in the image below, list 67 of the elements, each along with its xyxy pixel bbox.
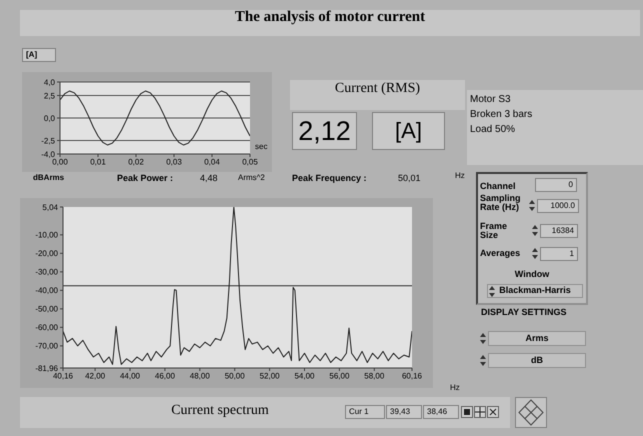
x-tick-label: 40,16 — [52, 372, 74, 381]
x-tick-label: 0,01 — [90, 158, 106, 167]
text: Averages — [480, 248, 520, 258]
text: 16384 — [540, 224, 578, 238]
text: Load 50% — [470, 124, 516, 136]
text: Arms^2 — [238, 173, 265, 182]
y-tick-label: -50,00 — [35, 304, 59, 314]
y-tick-label: 4,0 — [44, 78, 56, 87]
text: Hz — [455, 171, 465, 180]
y-tick-label: 2,5 — [44, 91, 56, 100]
x-tick-label: 46,00 — [154, 372, 176, 381]
text: 1000.0 — [537, 199, 579, 213]
text: Window — [514, 269, 550, 280]
x-tick-label: 54,00 — [294, 372, 316, 381]
x-tick-label: 0,02 — [128, 158, 144, 167]
text: Broken 3 bars — [470, 109, 532, 120]
text: Sampling Rate (Hz) — [480, 193, 522, 213]
text: Peak Power : — [117, 173, 174, 184]
y-tick-label: -40,00 — [35, 286, 59, 296]
text: 1 — [540, 247, 578, 261]
y-axis-title: dBArms — [33, 173, 64, 182]
text: 50,01 — [398, 173, 421, 184]
text: 4,48 — [200, 173, 218, 184]
y-tick-label: -70,00 — [35, 342, 59, 351]
text: 0 — [535, 178, 577, 192]
y-tick-label: 5,04 — [42, 202, 59, 212]
text: DISPLAY SETTINGS — [481, 307, 567, 318]
x-tick-label: 58,00 — [364, 372, 385, 381]
x-tick-label: 0,04 — [204, 158, 220, 167]
y-axis-title: [A] — [22, 48, 56, 62]
x-tick-label: 0,05 — [242, 158, 258, 167]
text: Current spectrum — [170, 403, 270, 420]
y-tick-label: -4,0 — [41, 150, 56, 159]
x-tick-label: 44,00 — [120, 372, 141, 381]
x-axis-title: Hz — [450, 383, 460, 392]
x-tick-label: 0,00 — [52, 158, 68, 167]
y-tick-label: -30,00 — [35, 268, 59, 277]
line-series — [63, 207, 412, 365]
text: 39,43 — [386, 405, 422, 419]
text: Cur 1 — [345, 405, 385, 419]
x-tick-label: 0,03 — [166, 158, 182, 167]
text: Channel — [480, 181, 516, 192]
text: Frame Size — [480, 221, 508, 241]
x-tick-label: 60,16 — [402, 372, 423, 381]
x-axis-title: sec — [255, 142, 268, 152]
x-tick-label: 52,00 — [260, 372, 280, 381]
x-tick-label: 50,00 — [224, 372, 246, 381]
y-tick-label: -20,00 — [35, 249, 59, 258]
line-series — [60, 90, 250, 146]
text: Peak Frequency : — [292, 173, 367, 184]
x-tick-label: 56,00 — [329, 372, 350, 381]
y-tick-label: -10,00 — [35, 230, 59, 240]
text: 2,12 — [292, 112, 357, 150]
text: Arms — [488, 331, 586, 346]
x-tick-label: 48,00 — [190, 372, 210, 381]
text: Motor S3 — [470, 94, 511, 106]
text: 38,46 — [423, 405, 459, 419]
text: dB — [488, 353, 586, 368]
text: Current (RMS) — [290, 81, 465, 108]
y-tick-label: -2,5 — [41, 136, 56, 146]
y-tick-label: 0,0 — [44, 114, 56, 123]
y-tick-label: -81,96 — [35, 364, 59, 373]
text: [A] — [372, 112, 445, 150]
y-tick-label: -60,00 — [35, 323, 59, 332]
x-tick-label: 42,00 — [85, 372, 106, 381]
text: The analysis of motor current — [20, 9, 640, 36]
text: Blackman-Harris — [487, 284, 583, 298]
